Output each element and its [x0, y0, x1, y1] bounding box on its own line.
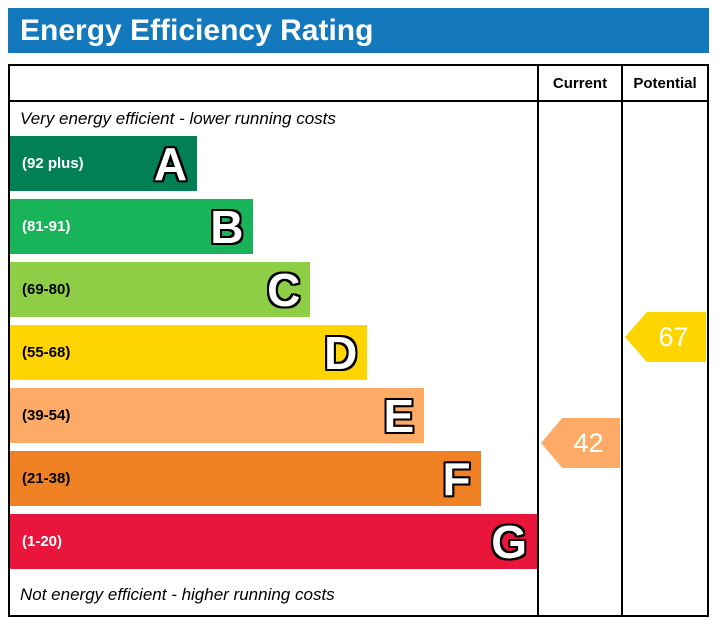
band-letter: E [383, 389, 415, 442]
potential-rating-value: 67 [658, 321, 689, 352]
top-caption: Very energy efficient - lower running co… [20, 109, 336, 128]
band-range: (92 plus) [22, 155, 84, 172]
band-bar-c: (69-80) C [10, 262, 311, 317]
band-letter: G [491, 515, 527, 568]
current-column: Current 42 [537, 66, 621, 615]
current-rating-arrow: 42 [541, 418, 620, 468]
band-letter: A [153, 137, 188, 190]
page-title: Energy Efficiency Rating [20, 13, 374, 47]
band-bar-e: (39-54) E [10, 388, 425, 443]
main-column-header [10, 66, 537, 102]
energy-efficiency-chart: Very energy efficient - lower running co… [8, 64, 709, 617]
band-range: (81-91) [22, 218, 71, 235]
potential-column-header: Potential [623, 66, 707, 102]
band-bar-a: (92 plus) A [10, 136, 198, 191]
band-letter: C [267, 263, 301, 316]
band-range: (1-20) [22, 533, 63, 550]
current-column-header: Current [539, 66, 621, 102]
band-range: (69-80) [22, 281, 71, 298]
band-range: (39-54) [22, 407, 71, 424]
band-letter: B [210, 200, 244, 253]
band-bar-g: (1-20) G [10, 514, 537, 569]
band-bar-b: (81-91) B [10, 199, 254, 254]
current-rating-value: 42 [573, 427, 604, 458]
band-letter: D [324, 326, 358, 379]
band-range: (21-38) [22, 470, 71, 487]
page-title-bar: Energy Efficiency Rating [8, 8, 709, 53]
band-bar-f: (21-38) F [10, 451, 481, 506]
potential-rating-arrow: 67 [625, 312, 706, 362]
bottom-caption: Not energy efficient - higher running co… [20, 585, 335, 604]
band-letter: F [442, 452, 471, 505]
band-range: (55-68) [22, 344, 71, 361]
bands-column: Very energy efficient - lower running co… [10, 66, 537, 615]
bands: (92 plus) A (81-91) B (69-80) C (55-68) … [10, 136, 537, 577]
potential-column: Potential 67 [621, 66, 707, 615]
band-bar-d: (55-68) D [10, 325, 368, 380]
